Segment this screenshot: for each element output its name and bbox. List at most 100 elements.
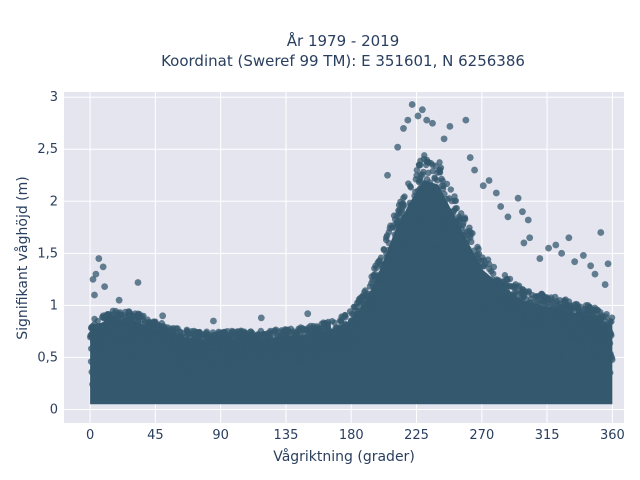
data-point [462, 273, 469, 280]
data-point [452, 306, 460, 313]
data-point [466, 314, 474, 321]
data-point [390, 303, 397, 310]
data-point [428, 301, 435, 309]
data-point [497, 351, 505, 358]
data-point [371, 369, 378, 376]
data-point [446, 195, 453, 202]
data-point [417, 217, 424, 224]
data-point [470, 355, 477, 362]
data-point [596, 351, 603, 359]
data-point [318, 334, 326, 341]
data-point [551, 346, 558, 353]
data-point [489, 286, 497, 293]
data-point [184, 380, 191, 387]
data-point [474, 272, 481, 279]
data-point [515, 290, 522, 297]
y-tick-label: 2,5 [37, 142, 58, 157]
data-point [512, 281, 519, 288]
data-point [358, 334, 366, 342]
data-point [156, 362, 164, 369]
data-point [273, 348, 281, 355]
data-point [501, 329, 508, 336]
data-point [544, 356, 551, 363]
data-point [161, 327, 168, 335]
data-point [243, 355, 250, 362]
data-point [139, 391, 146, 398]
data-point [127, 351, 134, 358]
data-point [456, 273, 463, 281]
data-point [135, 340, 143, 347]
data-point [257, 391, 264, 399]
data-point [470, 265, 477, 273]
data-point [503, 283, 510, 291]
data-point [144, 335, 151, 343]
data-point [215, 334, 223, 341]
data-point [436, 159, 443, 166]
data-point [415, 178, 423, 186]
data-point-outlier [485, 177, 493, 184]
data-point [253, 371, 261, 379]
data-point-outlier [89, 275, 97, 283]
data-point [383, 234, 390, 241]
data-point [260, 330, 268, 338]
data-point [464, 251, 472, 259]
data-point [235, 380, 242, 387]
data-point [296, 355, 303, 363]
data-point [205, 394, 212, 402]
data-point [389, 224, 396, 231]
data-point-outlier [545, 244, 552, 252]
data-point [459, 222, 467, 229]
data-point [443, 242, 451, 249]
data-point [480, 281, 488, 289]
data-point [291, 329, 298, 337]
data-point [596, 374, 603, 381]
data-point [527, 360, 534, 368]
data-point [461, 232, 468, 240]
y-tick-label: 0 [50, 402, 58, 417]
data-point [134, 328, 141, 335]
data-point [557, 325, 564, 333]
data-point [353, 335, 360, 342]
data-point [383, 370, 390, 378]
data-point [328, 329, 335, 336]
data-point [306, 352, 314, 359]
data-point [376, 310, 383, 318]
data-point [435, 167, 443, 174]
data-point [518, 321, 525, 328]
data-point [127, 370, 134, 378]
data-point-outlier [492, 189, 500, 197]
data-point [577, 344, 585, 351]
data-point-outlier [536, 255, 544, 262]
data-point-outlier [552, 241, 560, 249]
data-point [389, 247, 396, 254]
data-point [108, 314, 115, 321]
data-point [454, 221, 461, 228]
data-point [422, 317, 430, 324]
data-point [100, 373, 107, 380]
data-point [535, 299, 542, 306]
data-point [451, 264, 458, 272]
data-point [371, 265, 378, 272]
data-point [477, 295, 484, 302]
data-point [384, 290, 392, 298]
data-point [158, 378, 166, 385]
data-point [91, 315, 98, 323]
data-point [375, 258, 382, 265]
data-point-outlier [524, 216, 532, 224]
y-tick-label: 1,5 [37, 246, 58, 261]
data-point [243, 370, 250, 377]
data-point-outlier [591, 270, 599, 278]
data-point-outlier [466, 154, 474, 161]
data-point [525, 374, 533, 382]
data-point-outlier [571, 258, 579, 266]
data-point [598, 324, 605, 332]
data-point [340, 358, 347, 365]
data-point [534, 362, 541, 369]
data-point [482, 318, 490, 325]
data-point [538, 290, 545, 298]
data-point [376, 356, 383, 363]
data-point [196, 343, 203, 350]
data-point [185, 330, 192, 337]
data-point [416, 227, 423, 234]
data-point [404, 316, 412, 324]
